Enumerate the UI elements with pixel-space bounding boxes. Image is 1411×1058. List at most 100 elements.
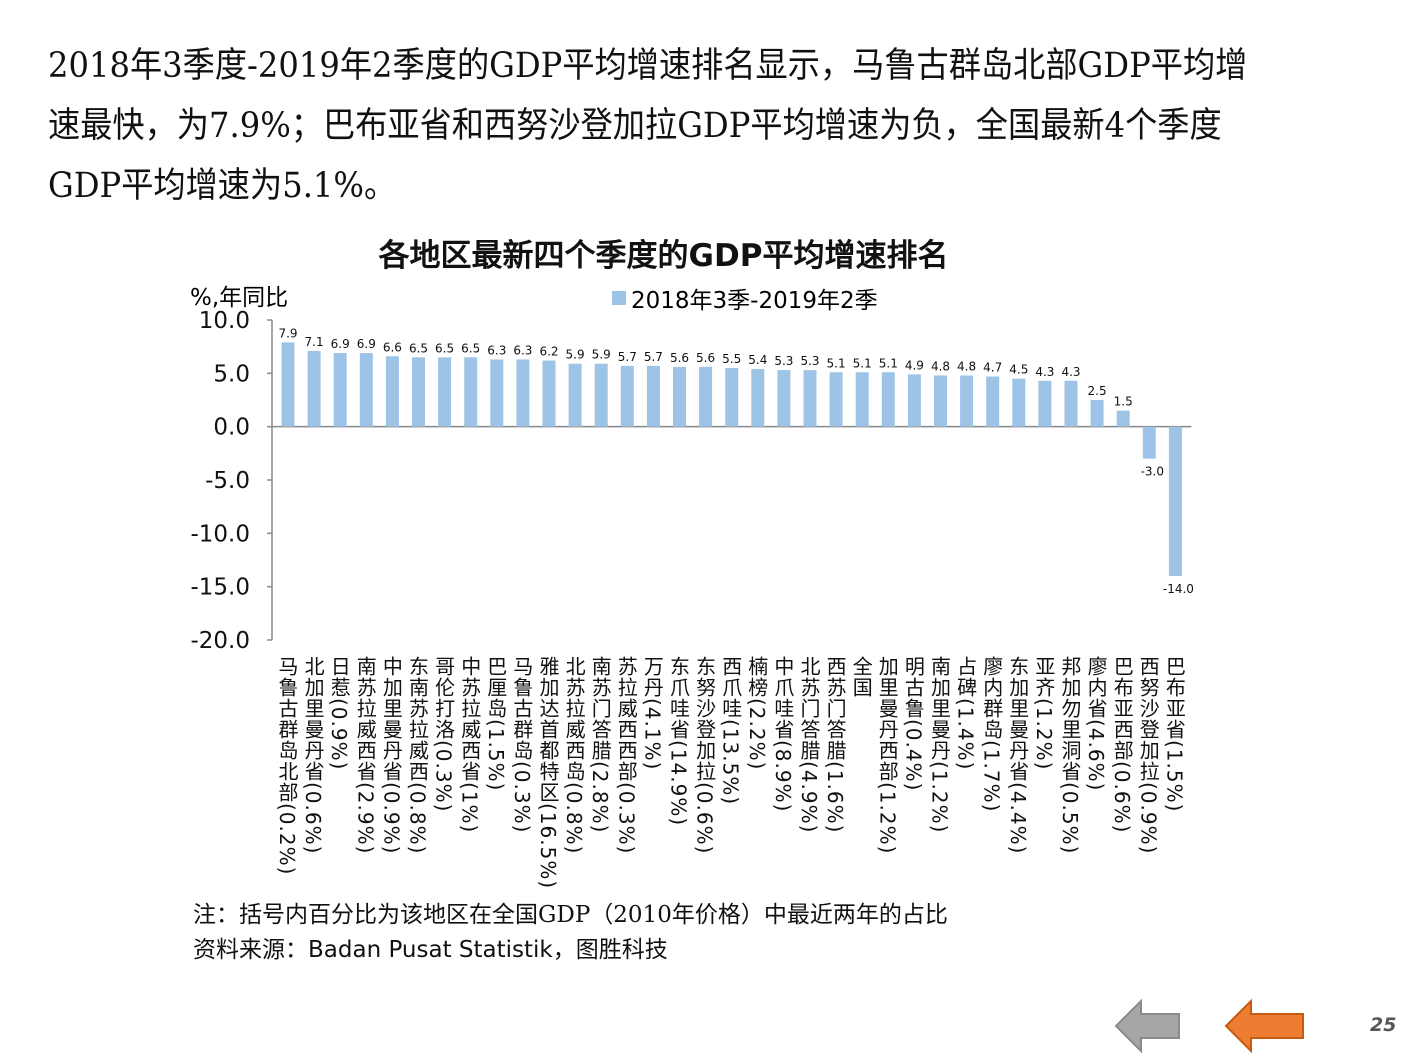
data-label: 4.7 [983, 361, 1002, 375]
data-label: 6.5 [461, 341, 480, 355]
bar [516, 359, 530, 427]
data-label: 5.7 [644, 350, 663, 364]
data-label: 6.9 [331, 337, 350, 351]
bar [1012, 378, 1026, 427]
y-tick-label: -10.0 [190, 521, 250, 547]
legend-swatch [612, 291, 626, 305]
bar [777, 370, 791, 427]
bar [960, 375, 974, 427]
note-text: 注：括号内百分比为该地区在全国GDP（2010年价格）中最近两年的占比 [193, 902, 948, 928]
x-tick-label: 中加里曼丹省(0.9%) [379, 656, 404, 855]
x-tick-label: 廖内群岛(1.7%) [979, 656, 1004, 813]
source-label: 资料来源： [193, 937, 308, 963]
data-label: 6.5 [435, 341, 454, 355]
x-tick-label: 万丹(4.1%) [640, 656, 665, 771]
bar [1064, 380, 1078, 427]
bar [385, 356, 399, 427]
data-label: 5.1 [879, 356, 898, 370]
bar [464, 357, 478, 427]
bar [594, 363, 608, 427]
x-tick-label: 哥伦打洛(0.3%) [431, 656, 456, 813]
chart-title-text: 各地区最新四个季度的GDP平均增速排名 [378, 238, 949, 274]
x-tick-label: 全国 [849, 656, 874, 698]
x-tick-label: 北苏拉威西岛(0.8%) [562, 656, 587, 855]
y-tick-label: 0.0 [213, 415, 250, 441]
bar [1038, 380, 1052, 427]
bar [1116, 410, 1130, 427]
x-tick-label: 北苏门答腊(4.9%) [797, 656, 821, 834]
bar [699, 366, 713, 427]
x-tick-label: 马鲁古群岛(0.3%) [509, 656, 534, 834]
source-text: Badan Pusat Statistik，图胜科技 [308, 937, 668, 963]
next-arrow-button[interactable] [1223, 998, 1307, 1054]
x-tick-label: 南加里曼丹(1.2%) [927, 656, 952, 834]
bar [281, 342, 295, 427]
x-tick-label: 加里曼丹西部(1.2%) [875, 656, 900, 855]
data-label: -3.0 [1141, 465, 1164, 479]
intro-paragraph: 2018年3季度-2019年2季度的GDP平均增速排名显示，马鲁古群岛北部GDP… [48, 46, 1248, 206]
legend: 2018年3季-2019年2季 [612, 281, 878, 315]
x-tick-label: 马鲁古群岛北部(0.2%) [275, 656, 299, 876]
y-tick-label: 5.0 [213, 361, 250, 387]
data-label: 5.3 [800, 354, 819, 368]
bar [568, 363, 582, 427]
bar [307, 350, 321, 427]
previous-arrow-button[interactable] [1113, 998, 1183, 1054]
data-label: 5.9 [592, 348, 611, 362]
arrow-left-orange-icon [1224, 998, 1304, 1054]
data-label: 4.3 [1061, 365, 1080, 379]
data-label: 4.8 [931, 359, 950, 373]
x-tick-label: 苏拉威西西部(0.3%) [614, 656, 639, 855]
bar [490, 359, 504, 427]
bar [1168, 426, 1182, 576]
data-label: 5.6 [670, 351, 689, 365]
source-line: 资料来源：Badan Pusat Statistik，图胜科技 [193, 933, 948, 968]
bar [907, 374, 921, 427]
x-tick-label: 西努沙登加拉(0.9%) [1136, 656, 1161, 855]
data-label: 4.9 [905, 358, 924, 372]
data-label: 6.6 [383, 340, 402, 354]
bar [1142, 426, 1156, 459]
y-tick-label: 10.0 [199, 308, 250, 334]
x-tick-label: 巴布亚西部(0.6%) [1110, 656, 1135, 834]
bar [803, 370, 817, 427]
data-label: 6.3 [487, 343, 506, 357]
data-label: 5.7 [618, 350, 637, 364]
x-tick-label: 日惹(0.9%) [327, 656, 352, 771]
data-label: 6.9 [357, 337, 376, 351]
y-axis-unit-label: %,年同比 [190, 285, 289, 311]
x-tick-label: 楠榜(2.2%) [744, 656, 769, 771]
x-tick-label: 南苏拉威西省(2.9%) [353, 656, 378, 855]
bar [359, 353, 373, 427]
data-label: 6.3 [513, 343, 532, 357]
bar [673, 366, 686, 427]
x-tick-label: 巴布亚省(1.5%) [1162, 656, 1187, 813]
data-label: 5.4 [748, 353, 767, 367]
bar [855, 372, 869, 427]
bar [881, 372, 895, 427]
bar [934, 375, 947, 427]
data-label: 7.1 [305, 335, 324, 349]
data-label: 1.5 [1114, 395, 1133, 409]
data-label: 5.1 [853, 356, 872, 370]
bar [412, 357, 425, 427]
data-label: 5.5 [722, 352, 741, 366]
bar [986, 376, 1000, 427]
bar [646, 365, 660, 427]
data-label: 6.5 [409, 341, 428, 355]
x-tick-label: 南苏门答腊(2.8%) [588, 656, 613, 834]
data-label: 4.8 [957, 359, 976, 373]
data-label: 4.5 [1009, 363, 1028, 377]
x-tick-label: 东南苏拉威西(0.8%) [405, 656, 430, 855]
data-label: -14.0 [1163, 582, 1194, 596]
bar [1090, 400, 1104, 427]
bar [725, 368, 739, 427]
x-tick-label: 明古鲁(0.4%) [901, 656, 926, 792]
x-tick-label: 邦加勿里洞省(0.5%) [1058, 656, 1082, 855]
bar [751, 369, 765, 427]
bar [438, 357, 452, 427]
data-label: 2.5 [1088, 384, 1107, 398]
x-tick-label: 东爪哇省(14.9%) [666, 656, 691, 827]
x-tick-label: 廖内省(4.6%) [1084, 656, 1109, 792]
